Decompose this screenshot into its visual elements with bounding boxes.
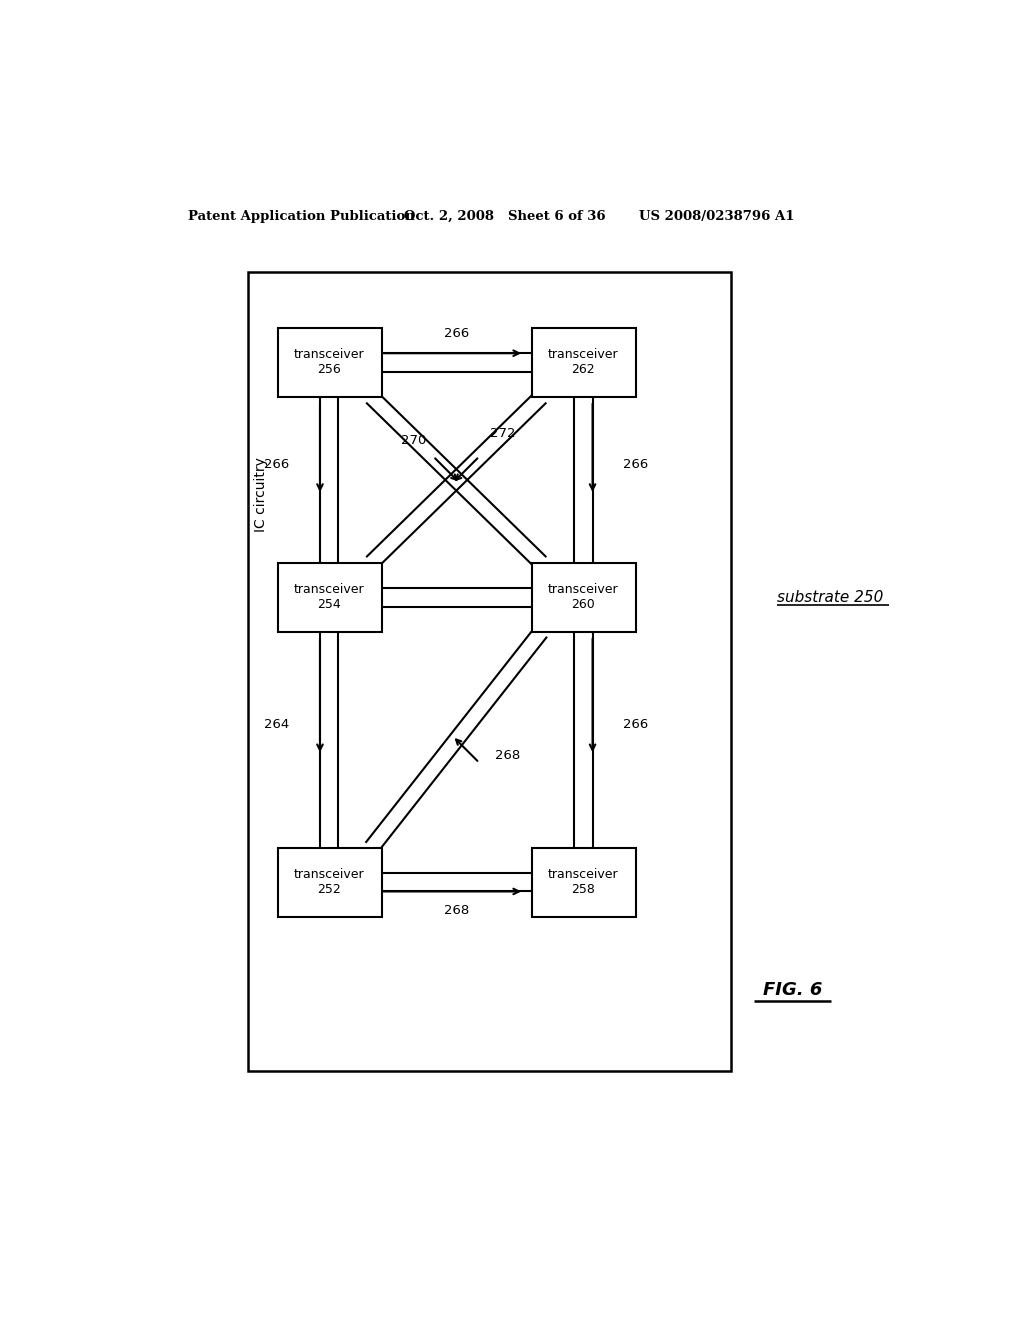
Text: substrate 250: substrate 250	[777, 590, 884, 605]
Bar	[278, 327, 382, 397]
Text: Oct. 2, 2008: Oct. 2, 2008	[403, 210, 494, 223]
Text: transceiver
254: transceiver 254	[294, 583, 365, 611]
Text: IC circuitry: IC circuitry	[254, 458, 267, 532]
Text: US 2008/0238796 A1: US 2008/0238796 A1	[639, 210, 795, 223]
Text: Patent Application Publication: Patent Application Publication	[188, 210, 415, 223]
Text: Sheet 6 of 36: Sheet 6 of 36	[508, 210, 605, 223]
Text: transceiver
258: transceiver 258	[548, 869, 618, 896]
Text: 264: 264	[264, 718, 289, 731]
Text: FIG. 6: FIG. 6	[763, 981, 822, 999]
Text: 270: 270	[401, 434, 427, 447]
Text: 266: 266	[624, 458, 648, 471]
Text: transceiver
252: transceiver 252	[294, 869, 365, 896]
Text: transceiver
262: transceiver 262	[548, 348, 618, 376]
Text: transceiver
260: transceiver 260	[548, 583, 618, 611]
Text: 266: 266	[264, 458, 289, 471]
Text: 266: 266	[624, 718, 648, 731]
Bar	[531, 562, 636, 632]
Text: 268: 268	[495, 748, 520, 762]
Text: 268: 268	[443, 904, 469, 917]
Bar	[278, 562, 382, 632]
Text: 272: 272	[489, 426, 515, 440]
Bar	[531, 327, 636, 397]
Text: 266: 266	[443, 327, 469, 341]
Bar	[531, 847, 636, 917]
Text: transceiver
256: transceiver 256	[294, 348, 365, 376]
Bar	[248, 272, 731, 1071]
Bar	[278, 847, 382, 917]
